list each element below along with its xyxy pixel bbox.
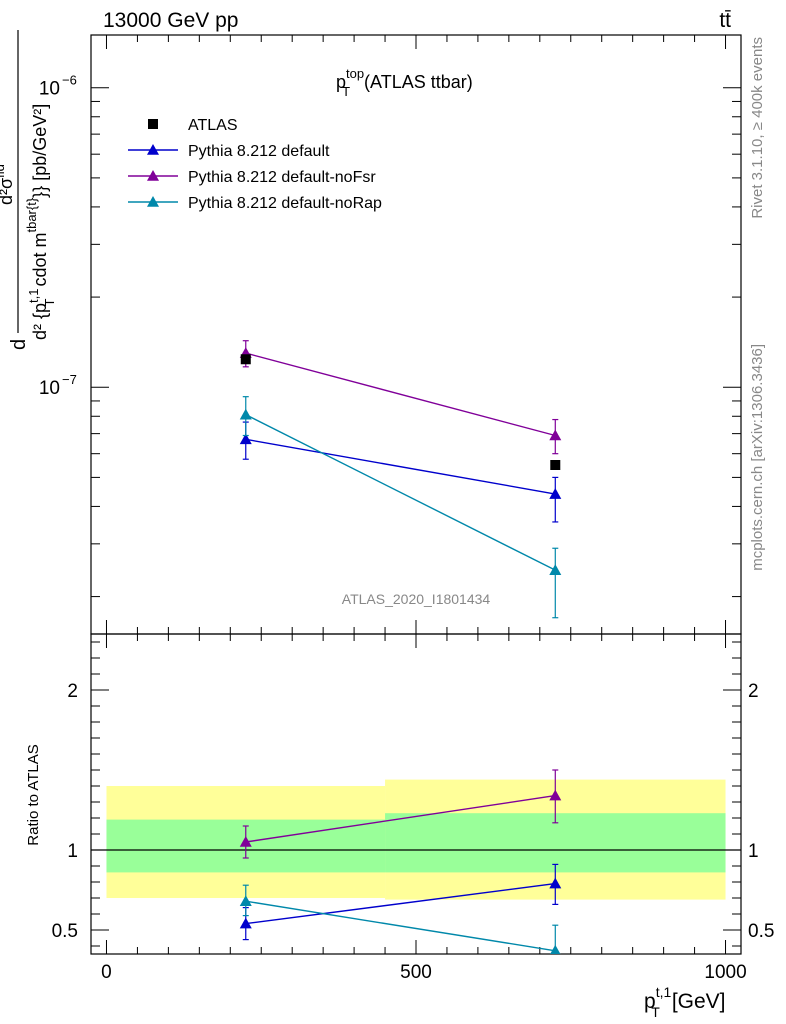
ratio-line-pythia-8-212-default — [245, 882, 556, 925]
ratio-point-pythia-8-212-default — [549, 877, 562, 889]
ratio-point-pythia-8-212-default — [239, 917, 252, 929]
ratio-line-pythia-8-212-default-norap — [245, 900, 556, 952]
data-point-atlas — [550, 460, 561, 471]
ratio-point-pythia-8-212-default-norap — [550, 944, 561, 954]
x-tick-label: 500 — [400, 962, 432, 983]
series-line-pythia-8-212-default — [245, 438, 556, 495]
legend: ATLAS Pythia 8.212 default Pythia 8.212 de… — [128, 117, 382, 212]
main-series-layer — [239, 340, 562, 619]
ratio-y-tick-label-right: 2 — [748, 681, 759, 702]
ylabel-denominator: d² {pt,1Tcdot mtbar{t}}} [pb/GeV²] — [24, 104, 57, 340]
legend-marker-pythia-8-212-default-nofsr — [147, 170, 159, 181]
ratio-y-tick-label-right: 0.5 — [748, 921, 774, 942]
data-point-pythia-8-212-default-nofsr — [549, 429, 562, 441]
data-point-pythia-8-212-default — [549, 488, 562, 499]
data-point-pythia-8-212-default-norap — [549, 564, 562, 575]
ratio-series-layer — [239, 769, 562, 954]
ylabel-d-left: d — [8, 339, 30, 350]
ylabel-numerator: d²σfid — [0, 164, 16, 205]
ratio-point-pythia-8-212-default-norap — [239, 895, 252, 906]
analysis-watermark: ATLAS_2020_I1801434 — [342, 591, 491, 607]
series-line-pythia-8-212-default-nofsr — [245, 352, 556, 437]
y-tick-label-base: 10 — [39, 79, 60, 100]
x-tick-label: 0 — [101, 962, 112, 983]
ratio-point-pythia-8-212-default-nofsr — [549, 789, 562, 801]
legend-label-pythia-8-212-default-norap: Pythia 8.212 default-noRap — [188, 195, 382, 212]
plot-title-sup: top — [346, 66, 364, 81]
plot-title-rest: (ATLAS ttbar) — [364, 72, 473, 92]
legend-marker-atlas — [148, 119, 158, 129]
legend-label-pythia-8-212-default: Pythia 8.212 default — [188, 143, 330, 160]
process-label: tt̄ — [719, 9, 731, 32]
ratio-point-pythia-8-212-default-nofsr — [239, 836, 252, 847]
data-point-atlas — [240, 354, 251, 365]
energy-label: 13000 GeV pp — [103, 9, 238, 32]
y-axis-label: d d²σfid d² {pt,1Tcdot mtbar{t}}} [pb/Ge… — [0, 30, 57, 350]
y-tick-label-exp: −7 — [62, 372, 77, 387]
y-tick-label-base: 10 — [39, 378, 60, 399]
series-line-pythia-8-212-default-norap — [245, 414, 556, 571]
plot-title-main: p — [336, 72, 346, 92]
ratio-y-tick-label-left: 1 — [67, 841, 78, 862]
mcplots-label: mcplots.cern.ch [arXiv:1306.3436] — [749, 344, 766, 571]
ratio-y-tick-label-left: 2 — [67, 681, 78, 702]
legend-label-pythia-8-212-default-nofsr: Pythia 8.212 default-noFsr — [188, 169, 376, 186]
ratio-line-pythia-8-212-default-nofsr — [245, 794, 556, 843]
ratio-y-tick-label-left: 0.5 — [52, 921, 78, 942]
y-tick-label-exp: −6 — [62, 73, 77, 88]
legend-marker-pythia-8-212-default — [147, 144, 159, 155]
x-axis-label: pt,1 T [GeV] — [644, 984, 726, 1020]
plot-title: ptop T (ATLAS ttbar) — [336, 66, 473, 99]
data-point-pythia-8-212-default — [239, 433, 252, 445]
rivet-label: Rivet 3.1.10, ≥ 400k events — [749, 37, 766, 219]
ratio-y-tick-label-right: 1 — [748, 841, 759, 862]
legend-marker-pythia-8-212-default-norap — [147, 196, 159, 207]
data-point-pythia-8-212-default-norap — [239, 408, 252, 420]
ratio-bands — [91, 779, 741, 900]
x-tick-label: 1000 — [704, 962, 746, 983]
ratio-y-axis-label: Ratio to ATLAS — [25, 744, 42, 845]
plot-title-sub: T — [342, 84, 350, 99]
legend-label-atlas: ATLAS — [188, 117, 238, 134]
